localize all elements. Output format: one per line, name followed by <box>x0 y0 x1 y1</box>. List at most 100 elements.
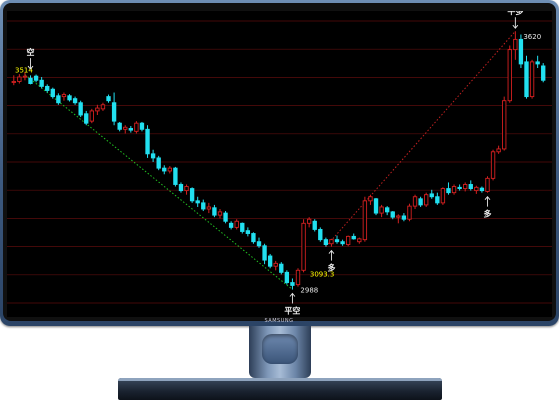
signal-label: 多 <box>327 263 335 273</box>
candle-body <box>45 85 50 91</box>
candle-body <box>262 245 267 261</box>
candle-body <box>524 61 529 98</box>
candle-body <box>463 184 468 190</box>
candle-body <box>17 76 22 82</box>
candle-body <box>240 222 245 232</box>
stand-cable-hole <box>262 334 298 364</box>
candle-body <box>61 94 67 98</box>
candle-body <box>318 228 323 241</box>
candle-body <box>201 202 206 210</box>
candle-body <box>212 207 217 216</box>
candle-body <box>474 186 479 192</box>
candle-body <box>345 235 351 246</box>
candle-body <box>373 198 379 214</box>
candle-body <box>535 61 540 65</box>
candle-body <box>384 207 390 213</box>
candle-body <box>100 104 106 110</box>
candle-body <box>340 241 345 245</box>
signal-arrow-head <box>289 292 296 297</box>
candle-body <box>78 102 83 116</box>
signal-arrow-head <box>512 24 519 29</box>
candle-body <box>368 196 373 202</box>
candle-body <box>256 241 262 247</box>
candle-body <box>357 238 362 243</box>
candle-body <box>123 126 128 130</box>
candle-body <box>457 186 462 190</box>
candle-body <box>424 194 429 206</box>
signal-arrow-head <box>328 249 335 254</box>
candle-body <box>323 239 329 246</box>
candle-body <box>39 79 44 87</box>
candle-body <box>139 122 145 130</box>
candle-body <box>128 128 133 131</box>
candle-body <box>267 255 273 267</box>
candle-body <box>295 269 301 286</box>
candle-body <box>451 186 457 194</box>
price-label: 3093.3 <box>310 271 335 279</box>
candle-body <box>468 184 473 190</box>
candle-body <box>106 96 111 102</box>
candle-body <box>334 239 340 243</box>
candle-body <box>56 95 61 104</box>
candle-body <box>390 211 395 218</box>
candle-body <box>284 271 290 284</box>
candle-body <box>306 218 312 224</box>
chart-screen: 3514 2988 3093.3 3620 空平空多多平多 <box>7 11 552 317</box>
candle-body <box>446 188 451 194</box>
signal-label: 平空 <box>284 306 300 316</box>
stand-base-highlight <box>118 378 442 381</box>
candle-body <box>290 282 295 286</box>
candle-body <box>89 110 94 122</box>
candle-body <box>440 188 446 204</box>
signal-arrow-head <box>484 195 491 200</box>
candle-body <box>507 49 512 102</box>
price-label: 3514 <box>15 67 33 75</box>
monitor-stand-base <box>118 378 442 400</box>
monitor-bezel: 3514 2988 3093.3 3620 空平空多多平多 <box>3 3 556 321</box>
candle-body <box>407 205 412 220</box>
candle-body <box>84 113 89 124</box>
candle-body <box>145 128 150 155</box>
signal-label: 多 <box>483 209 491 219</box>
candle-body <box>150 153 156 159</box>
candle-body <box>301 222 306 271</box>
candle-body <box>541 65 546 81</box>
candle-body <box>134 122 139 132</box>
candle-body <box>223 212 228 222</box>
brand-logo: SAMSUNG <box>264 318 294 324</box>
signal-label: 平多 <box>507 11 523 16</box>
signal-label: 空 <box>27 47 35 57</box>
candle-body <box>279 263 284 273</box>
candle-body <box>351 235 356 240</box>
candle-body <box>479 187 485 192</box>
trend-line <box>325 30 516 247</box>
candle-body <box>173 167 178 185</box>
candle-body <box>50 88 55 98</box>
candle-body <box>273 262 278 267</box>
monitor-frame: 3514 2988 3093.3 3620 空平空多多平多 SAMSUNG <box>0 0 559 326</box>
candle-body <box>362 200 368 241</box>
candle-body <box>217 211 223 216</box>
price-label: 3620 <box>523 33 541 41</box>
trend-line <box>24 74 293 290</box>
candle-body <box>67 95 72 101</box>
candle-body <box>228 222 234 228</box>
candle-body <box>312 220 317 230</box>
candle-body <box>206 206 212 210</box>
candle-body <box>156 157 161 169</box>
candle-body <box>33 75 39 81</box>
candle-body <box>396 215 401 218</box>
candle-body <box>490 151 496 179</box>
candle-body <box>496 148 501 153</box>
candle-body <box>379 206 384 214</box>
candle-body <box>195 200 200 204</box>
candle-body <box>502 100 507 150</box>
candle-body <box>28 77 33 84</box>
candle-body <box>189 188 195 202</box>
candle-body <box>418 198 423 206</box>
signal-arrow-head <box>27 65 34 70</box>
candle-body <box>435 196 440 204</box>
candle-body <box>329 239 334 245</box>
candle-body <box>485 177 490 192</box>
